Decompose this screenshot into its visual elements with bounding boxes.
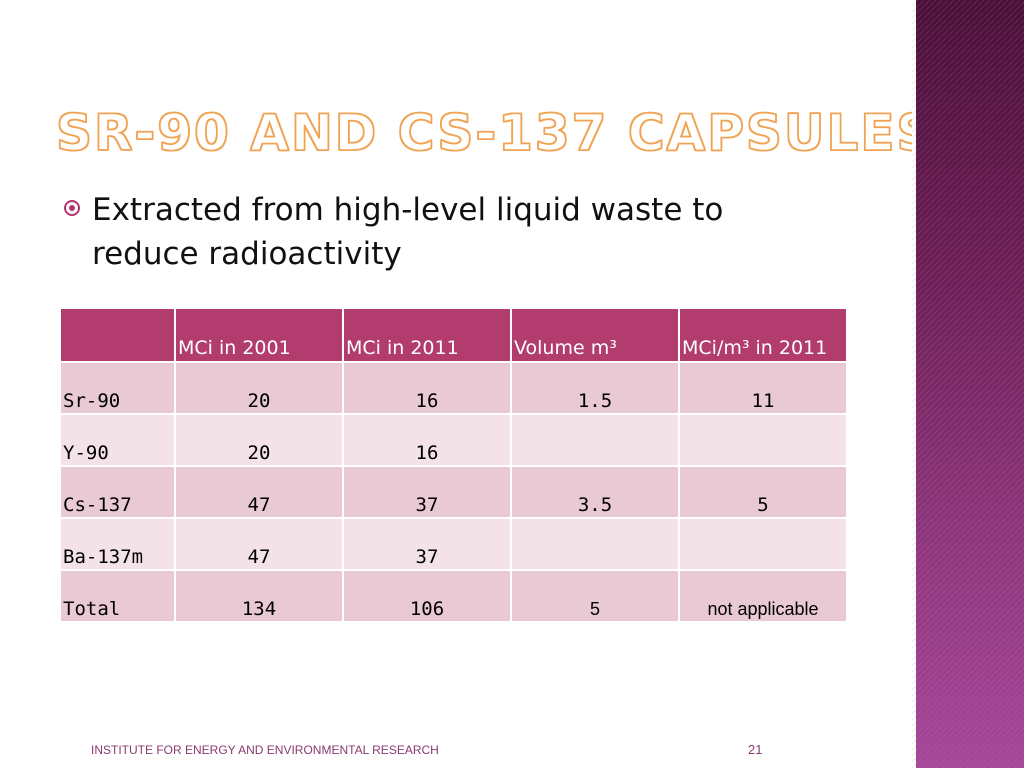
table-cell: Y-90 <box>61 415 174 465</box>
table-header-row: MCi in 2001 MCi in 2011 Volume m³ MCi/m³… <box>61 309 846 361</box>
table-cell: Ba-137m <box>61 519 174 569</box>
header-cell-volume: Volume m³ <box>512 309 678 361</box>
decorative-side-band <box>912 0 1024 768</box>
table-cell: 11 <box>680 363 846 413</box>
table-cell: Sr-90 <box>61 363 174 413</box>
table-cell <box>680 415 846 465</box>
header-cell-mci-2011: MCi in 2011 <box>344 309 510 361</box>
footer-text: INSTITUTE FOR ENERGY AND ENVIRONMENTAL R… <box>91 743 439 757</box>
bullet-text: Extracted from high-level liquid waste t… <box>92 192 724 272</box>
table-row: Cs-137 47 37 3.5 5 <box>61 467 846 517</box>
slide-title: SR-90 AND CS-137 CAPSULES <box>55 103 935 163</box>
table-cell: 134 <box>176 571 342 621</box>
page-number: 21 <box>748 742 763 757</box>
table-cell: 16 <box>344 363 510 413</box>
table-cell <box>512 415 678 465</box>
table-cell: 5 <box>512 571 678 621</box>
capsule-table: MCi in 2001 MCi in 2011 Volume m³ MCi/m³… <box>59 307 848 623</box>
table-cell: Cs-137 <box>61 467 174 517</box>
table-cell: 16 <box>344 415 510 465</box>
header-cell-mci-2001: MCi in 2001 <box>176 309 342 361</box>
table-cell: 5 <box>680 467 846 517</box>
table-cell: 37 <box>344 467 510 517</box>
table-row: Total 134 106 5 not applicable <box>61 571 846 621</box>
header-cell-mci-per-m3: MCi/m³ in 2011 <box>680 309 846 361</box>
table-cell: 47 <box>176 467 342 517</box>
slide: SR-90 AND CS-137 CAPSULES Extracted from… <box>55 103 934 757</box>
side-band-pattern <box>912 0 1024 768</box>
bullet-item: Extracted from high-level liquid waste t… <box>64 188 826 276</box>
table-cell: 106 <box>344 571 510 621</box>
circle-bullet-icon <box>64 200 80 216</box>
table-row: Y-90 20 16 <box>61 415 846 465</box>
table-cell: 3.5 <box>512 467 678 517</box>
table-cell <box>680 519 846 569</box>
table-row: Ba-137m 47 37 <box>61 519 846 569</box>
table-cell: 47 <box>176 519 342 569</box>
table-cell: not applicable <box>680 571 846 621</box>
table-cell: 20 <box>176 363 342 413</box>
table-cell: 1.5 <box>512 363 678 413</box>
table-cell: 37 <box>344 519 510 569</box>
table-cell: Total <box>61 571 174 621</box>
table-cell: 20 <box>176 415 342 465</box>
table-cell <box>512 519 678 569</box>
header-cell-isotope <box>61 309 174 361</box>
table-row: Sr-90 20 16 1.5 11 <box>61 363 846 413</box>
